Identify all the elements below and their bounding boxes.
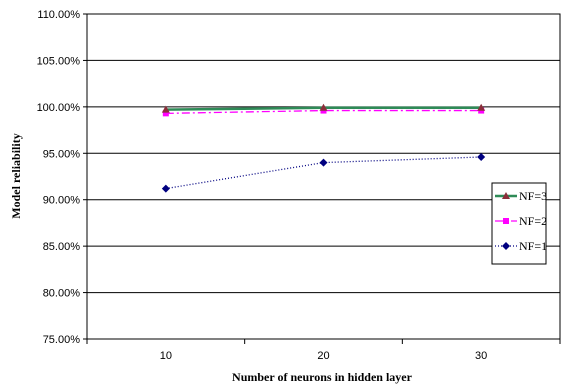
data-point <box>161 105 170 113</box>
legend-label: NF=3 <box>519 189 547 203</box>
y-tick-label: 100.00% <box>37 102 81 114</box>
y-axis-ticks: 75.00% 80.00% 85.00% 90.00% 95.00% 100.00% 105… <box>37 9 87 346</box>
legend-item: NF=3 <box>495 189 547 203</box>
legend-item: NF=1 <box>495 239 547 253</box>
legend-marker <box>502 242 510 250</box>
x-tick-label: 20 <box>317 350 329 362</box>
y-tick-label: 110.00% <box>37 9 80 21</box>
series-layer <box>161 103 486 193</box>
legend-label: NF=1 <box>519 239 547 253</box>
y-tick-label: 80.00% <box>43 288 81 300</box>
data-point <box>477 103 486 111</box>
data-point <box>319 103 328 111</box>
plot-area <box>86 13 561 340</box>
x-axis-title: Number of neurons in hidden layer <box>232 370 413 384</box>
data-point <box>162 110 169 117</box>
y-axis-title: Model reliability <box>9 133 23 218</box>
series-nf1 <box>161 153 486 193</box>
legend-marker <box>502 192 510 199</box>
legend-label: NF=2 <box>519 214 547 228</box>
y-tick-label: 95.00% <box>43 148 81 160</box>
series-line <box>165 109 482 115</box>
x-tick-label: 30 <box>475 350 487 362</box>
x-tick-label: 10 <box>160 350 172 362</box>
legend: NF=3 NF=2 NF=1 <box>491 182 547 265</box>
y-tick-label: 85.00% <box>43 241 81 253</box>
data-point <box>161 184 170 193</box>
legend-item: NF=2 <box>495 214 547 228</box>
data-point <box>477 153 486 161</box>
y-tick-label: 75.00% <box>43 334 81 346</box>
data-point <box>319 158 328 167</box>
y-tick-label: 105.00% <box>37 55 81 67</box>
legend-marker <box>503 218 509 224</box>
series-nf3 <box>161 103 486 113</box>
x-axis-ticks: 10 20 30 <box>86 339 561 362</box>
y-tick-label: 90.00% <box>43 195 81 207</box>
